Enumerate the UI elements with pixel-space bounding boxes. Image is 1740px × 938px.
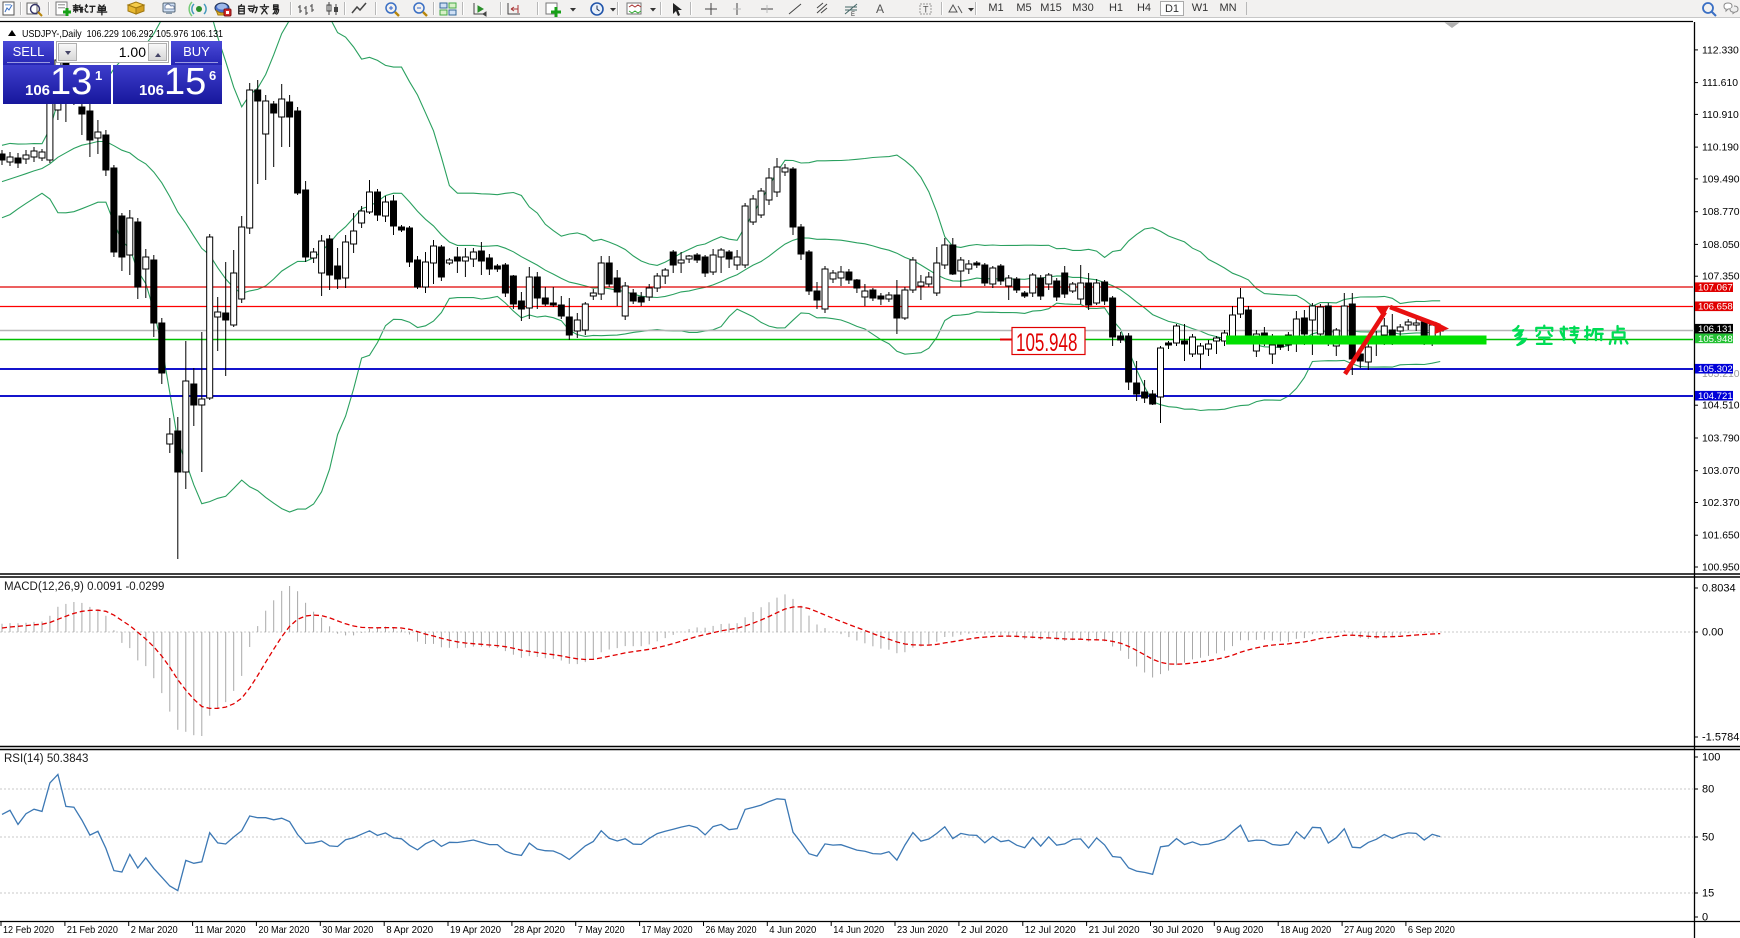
svg-text:11 Mar 2020: 11 Mar 2020	[195, 925, 246, 936]
svg-text:30 Jul 2020: 30 Jul 2020	[1153, 925, 1204, 936]
svg-text:101.650: 101.650	[1702, 531, 1740, 542]
svg-text:103.070: 103.070	[1702, 466, 1740, 477]
svg-text:28 Apr 2020: 28 Apr 2020	[514, 925, 565, 936]
svg-text:18 Aug 2020: 18 Aug 2020	[1280, 925, 1331, 936]
svg-text:111.610: 111.610	[1702, 78, 1738, 89]
svg-text:50: 50	[1702, 832, 1714, 844]
svg-text:21 Feb 2020: 21 Feb 2020	[67, 925, 118, 936]
svg-text:106.131: 106.131	[1698, 324, 1733, 335]
svg-text:2 Jul 2020: 2 Jul 2020	[961, 925, 1008, 936]
svg-text:108.770: 108.770	[1702, 207, 1740, 218]
svg-text:26 May 2020: 26 May 2020	[706, 925, 757, 936]
svg-text:21 Jul 2020: 21 Jul 2020	[1089, 925, 1140, 936]
svg-text:14 Jun 2020: 14 Jun 2020	[833, 925, 884, 936]
svg-text:A: A	[876, 2, 884, 16]
svg-text:100: 100	[1702, 752, 1720, 764]
svg-text:15: 15	[1702, 888, 1714, 900]
svg-text:102.370: 102.370	[1702, 498, 1740, 509]
svg-text:8 Apr 2020: 8 Apr 2020	[386, 925, 433, 936]
svg-text:105.948: 105.948	[1016, 329, 1077, 357]
svg-text:0.00: 0.00	[1702, 627, 1723, 639]
svg-text:MACD(12,26,9) 0.0091 -0.0299: MACD(12,26,9) 0.0091 -0.0299	[4, 581, 164, 593]
svg-text:110.910: 110.910	[1702, 110, 1739, 121]
svg-text:USDJPY-,Daily 106.229 106.292: USDJPY-,Daily 106.229 106.292 105.976 10…	[22, 28, 223, 40]
svg-text:105.302: 105.302	[1698, 364, 1733, 375]
svg-text:19 Apr 2020: 19 Apr 2020	[450, 925, 501, 936]
svg-text:-1.5784: -1.5784	[1702, 732, 1739, 744]
svg-text:103.790: 103.790	[1702, 434, 1740, 445]
svg-text:112.330: 112.330	[1702, 45, 1739, 56]
svg-text:12 Feb 2020: 12 Feb 2020	[3, 925, 54, 936]
svg-text:104.510: 104.510	[1702, 401, 1740, 412]
svg-text:T: T	[923, 5, 929, 15]
svg-text:27 Aug 2020: 27 Aug 2020	[1344, 925, 1395, 936]
svg-text:30 Mar 2020: 30 Mar 2020	[322, 925, 373, 936]
svg-text:9 Aug 2020: 9 Aug 2020	[1216, 925, 1263, 936]
svg-text:107.350: 107.350	[1702, 272, 1740, 283]
svg-text:0.8034: 0.8034	[1702, 583, 1736, 595]
svg-text:0: 0	[1702, 912, 1708, 924]
svg-text:20 Mar 2020: 20 Mar 2020	[258, 925, 309, 936]
svg-text:104.721: 104.721	[1698, 391, 1733, 402]
svg-text:23 Jun 2020: 23 Jun 2020	[897, 925, 948, 936]
svg-text:106.658: 106.658	[1698, 302, 1733, 313]
svg-text:100.950: 100.950	[1702, 563, 1740, 574]
svg-text:80: 80	[1702, 784, 1714, 796]
svg-text:7 May 2020: 7 May 2020	[578, 925, 625, 936]
svg-text:107.067: 107.067	[1698, 283, 1733, 294]
svg-text:110.190: 110.190	[1702, 143, 1739, 154]
svg-text:RSI(14) 50.3843: RSI(14) 50.3843	[4, 753, 88, 765]
svg-text:108.050: 108.050	[1702, 240, 1740, 251]
svg-text:6 Sep 2020: 6 Sep 2020	[1408, 925, 1455, 936]
svg-text:105.948: 105.948	[1698, 334, 1733, 345]
svg-text:105.210: 105.210	[1702, 369, 1740, 380]
svg-text:109.490: 109.490	[1702, 174, 1740, 185]
svg-text:2 Mar 2020: 2 Mar 2020	[131, 925, 178, 936]
svg-text:E: E	[851, 12, 855, 18]
svg-text:17 May 2020: 17 May 2020	[642, 925, 693, 936]
svg-text:4 Jun 2020: 4 Jun 2020	[769, 925, 816, 936]
svg-text:12 Jul 2020: 12 Jul 2020	[1025, 925, 1076, 936]
